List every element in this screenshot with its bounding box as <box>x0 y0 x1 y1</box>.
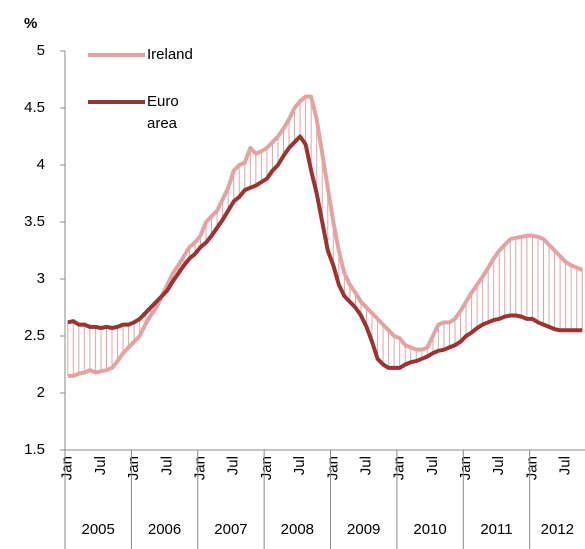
year-label: 2006 <box>148 521 181 538</box>
year-label: 2008 <box>281 521 314 538</box>
year-label: 2011 <box>480 521 512 538</box>
x-tick-label: Jul <box>92 456 109 475</box>
legend-label: Ireland <box>147 46 193 63</box>
y-tick-label: 1.5 <box>24 441 45 458</box>
y-tick-label: 3.5 <box>24 213 45 230</box>
x-tick-label: Jul <box>291 456 308 475</box>
x-tick-label: Jul <box>158 456 175 475</box>
year-label: 2012 <box>541 521 574 538</box>
y-tick-label: 3 <box>37 270 45 287</box>
x-tick-label: Jul <box>490 456 507 475</box>
x-tick-label: Jul <box>557 456 574 475</box>
x-tick-label: Jan <box>324 456 341 480</box>
series-line <box>67 134 583 370</box>
year-label: 2009 <box>347 521 380 538</box>
x-tick-label: Jan <box>391 456 408 480</box>
year-label: 2010 <box>413 521 446 538</box>
year-label: 2005 <box>82 521 115 538</box>
y-tick-label: 4.5 <box>24 99 45 116</box>
x-tick-label: Jan <box>125 456 142 480</box>
y-tick-label: 4 <box>37 156 45 173</box>
y-tick-label: 2 <box>37 384 45 401</box>
y-tick-label: 2.5 <box>24 327 45 344</box>
y-tick-label: 5 <box>37 42 45 59</box>
x-tick-label: Jul <box>225 456 242 475</box>
x-tick-label: Jan <box>59 456 76 480</box>
x-tick-label: Jan <box>523 456 540 480</box>
x-tick-label: Jan <box>457 456 474 480</box>
series-line <box>67 94 583 378</box>
year-label: 2007 <box>214 521 247 538</box>
x-tick-label: Jul <box>357 456 374 475</box>
y-axis-label: % <box>24 15 37 32</box>
legend-label: Euro area <box>147 93 179 132</box>
x-tick-label: Jul <box>424 456 441 475</box>
x-tick-label: Jan <box>258 456 275 480</box>
x-tick-label: Jan <box>192 456 209 480</box>
